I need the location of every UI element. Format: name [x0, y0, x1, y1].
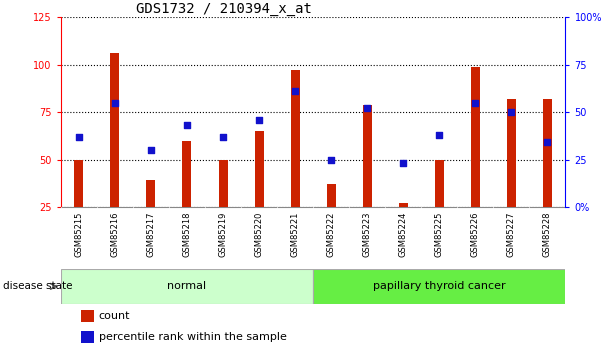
Bar [74, 159, 83, 207]
Bar [363, 105, 371, 207]
Point [362, 106, 372, 111]
Point [471, 100, 480, 106]
Bar [326, 184, 336, 207]
Point [74, 134, 84, 140]
Text: GSM85223: GSM85223 [363, 212, 371, 257]
Bar [81, 331, 94, 343]
Point [398, 161, 408, 166]
Point [146, 147, 156, 153]
Text: count: count [98, 311, 130, 321]
Text: GSM85216: GSM85216 [111, 212, 119, 257]
Text: GSM85218: GSM85218 [182, 212, 192, 257]
Bar [111, 53, 119, 207]
Bar [435, 159, 444, 207]
Bar [61, 269, 313, 304]
Point [506, 109, 516, 115]
Point [182, 122, 192, 128]
Text: disease state: disease state [3, 282, 72, 291]
Text: GSM85226: GSM85226 [471, 212, 480, 257]
Text: GSM85225: GSM85225 [435, 212, 444, 257]
Text: percentile rank within the sample: percentile rank within the sample [98, 332, 286, 342]
Text: GSM85220: GSM85220 [255, 212, 263, 257]
Point [542, 140, 552, 145]
Bar [81, 310, 94, 322]
Point [254, 117, 264, 122]
Bar [291, 70, 300, 207]
Point [435, 132, 444, 138]
Text: papillary thyroid cancer: papillary thyroid cancer [373, 282, 506, 291]
Text: GSM85227: GSM85227 [507, 212, 516, 257]
Text: GSM85228: GSM85228 [543, 212, 552, 257]
Point [218, 134, 228, 140]
Text: GSM85222: GSM85222 [326, 212, 336, 257]
Bar [507, 99, 516, 207]
Bar [471, 67, 480, 207]
Bar [182, 141, 192, 207]
Text: GDS1732 / 210394_x_at: GDS1732 / 210394_x_at [136, 2, 313, 16]
Bar [543, 99, 552, 207]
Bar [147, 180, 156, 207]
Text: GSM85217: GSM85217 [147, 212, 156, 257]
Text: GSM85221: GSM85221 [291, 212, 300, 257]
Bar [255, 131, 263, 207]
Point [110, 100, 120, 106]
Point [326, 157, 336, 162]
Text: normal: normal [167, 282, 207, 291]
Bar [313, 269, 565, 304]
Bar [399, 203, 408, 207]
Text: GSM85215: GSM85215 [74, 212, 83, 257]
Text: GSM85219: GSM85219 [218, 212, 227, 257]
Point [290, 88, 300, 94]
Text: GSM85224: GSM85224 [399, 212, 408, 257]
Bar [218, 159, 227, 207]
